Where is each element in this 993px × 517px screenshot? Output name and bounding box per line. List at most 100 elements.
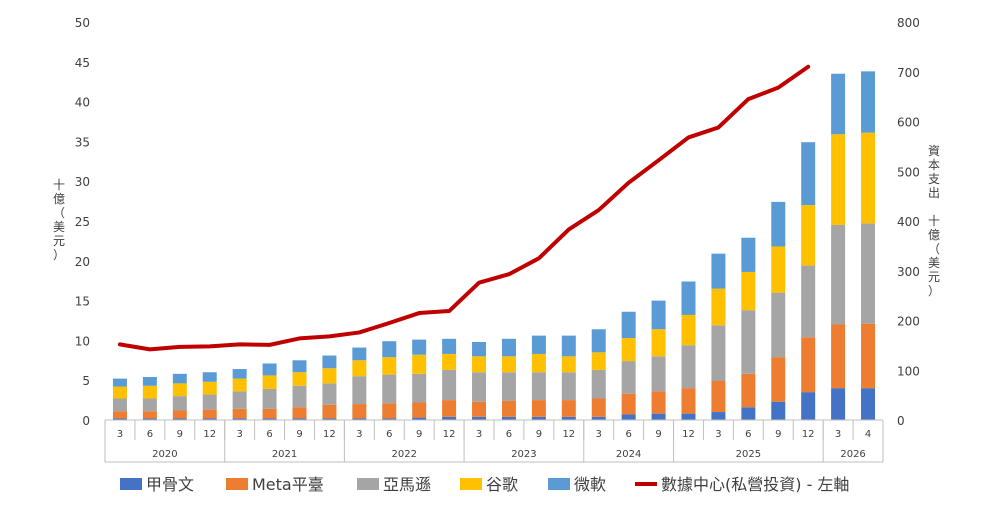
bar-segment [801, 265, 816, 338]
bar-segment [472, 401, 487, 417]
bar-segment [711, 412, 726, 420]
bar-segment [112, 411, 127, 419]
bar-segment [472, 372, 487, 402]
bar-segment [442, 353, 457, 370]
bar-segment [681, 345, 696, 389]
right-tick-label: 700 [897, 66, 920, 80]
bar-segment [412, 417, 427, 420]
right-tick-label: 400 [897, 215, 920, 229]
category-label: 3 [476, 429, 482, 440]
category-label: 12 [802, 429, 815, 440]
bar-segment [501, 416, 516, 420]
legend-swatch [460, 478, 482, 490]
bar-segment [322, 418, 337, 420]
bar-segment [801, 142, 816, 206]
bar-segment [202, 394, 217, 410]
bar-segment [412, 339, 427, 355]
legend-label: 微軟 [574, 475, 606, 494]
bar-segment [561, 372, 576, 401]
right-tick-label: 100 [897, 364, 920, 378]
category-label: 3 [596, 429, 602, 440]
bar-segment [142, 377, 157, 386]
bar-segment [292, 372, 307, 386]
bar-segment [172, 418, 187, 420]
bar-segment [262, 408, 277, 419]
bar-segment [382, 341, 397, 358]
bar-segment [801, 205, 816, 266]
bar-segment [831, 324, 846, 389]
bar-segment [262, 363, 277, 376]
left-axis-title: 十億（美元） [53, 178, 65, 262]
legend-item: Meta平臺 [226, 475, 324, 494]
bar-segment [591, 398, 606, 417]
bar-segment [741, 237, 756, 272]
bar-segment [322, 404, 337, 419]
legend-item: 谷歌 [460, 475, 518, 494]
category-label: 3 [236, 429, 242, 440]
bar-segment [591, 352, 606, 370]
bar-segment [651, 413, 666, 420]
bar-segment [232, 378, 247, 392]
category-label: 3 [835, 429, 841, 440]
bar-segment [831, 73, 846, 135]
bar-segment [711, 325, 726, 381]
bar-segment [472, 356, 487, 373]
category-label: 6 [266, 429, 272, 440]
bar-segment [501, 372, 516, 401]
bar-segment [741, 310, 756, 374]
category-label: 3 [356, 429, 362, 440]
bar-segment [561, 416, 576, 420]
bar-segment [382, 374, 397, 404]
bar-segment [681, 388, 696, 414]
bar-segment [412, 373, 427, 403]
bar-segment [651, 356, 666, 392]
bar-segment [621, 414, 636, 420]
bar-segment [531, 416, 546, 420]
bar-segment [262, 388, 277, 409]
bar-segment [322, 383, 337, 405]
left-tick-label: 10 [75, 334, 90, 348]
right-axis-title: 資本支出 十億（美元） [928, 144, 940, 298]
bar-segment [442, 416, 457, 420]
bar-segment [531, 372, 546, 401]
right-tick-label: 0 [897, 414, 905, 428]
bar-segment [442, 338, 457, 354]
legend-swatch [357, 478, 379, 490]
right-tick-label: 600 [897, 116, 920, 130]
bar-segment [741, 407, 756, 420]
left-tick-label: 40 [75, 96, 90, 110]
legend-label: 甲骨文 [146, 475, 194, 494]
bar-segment [621, 311, 636, 339]
legend-item: 亞馬遜 [357, 475, 431, 494]
bar-segment [352, 404, 367, 419]
right-tick-label: 500 [897, 165, 920, 179]
bar-segment [561, 335, 576, 357]
year-label: 2022 [392, 449, 417, 460]
category-label: 4 [865, 429, 871, 440]
bar-segment [531, 353, 546, 373]
left-tick-label: 20 [75, 255, 90, 269]
category-label: 12 [203, 429, 216, 440]
bar-segment [741, 373, 756, 408]
right-tick-label: 800 [897, 16, 920, 30]
bar-segment [831, 134, 846, 225]
bar-segment [382, 418, 397, 420]
left-tick-label: 45 [75, 56, 90, 70]
category-label: 3 [117, 429, 123, 440]
legend-label: 數據中心(私營投資) - 左軸 [661, 475, 849, 494]
bar-segment [442, 369, 457, 401]
bar-segment [352, 376, 367, 405]
year-label: 2025 [736, 449, 761, 460]
bar-segment [651, 391, 666, 414]
category-label: 12 [682, 429, 695, 440]
legend-label: 亞馬遜 [383, 475, 431, 494]
bar-segment [531, 335, 546, 354]
bar-segment [831, 388, 846, 420]
bar-segment [501, 356, 516, 373]
bar-segment [501, 400, 516, 417]
bar-segment [172, 396, 187, 411]
bar-segment [621, 393, 636, 415]
bar-segment [561, 400, 576, 417]
bar-segment [861, 71, 876, 133]
category-label: 9 [655, 429, 661, 440]
